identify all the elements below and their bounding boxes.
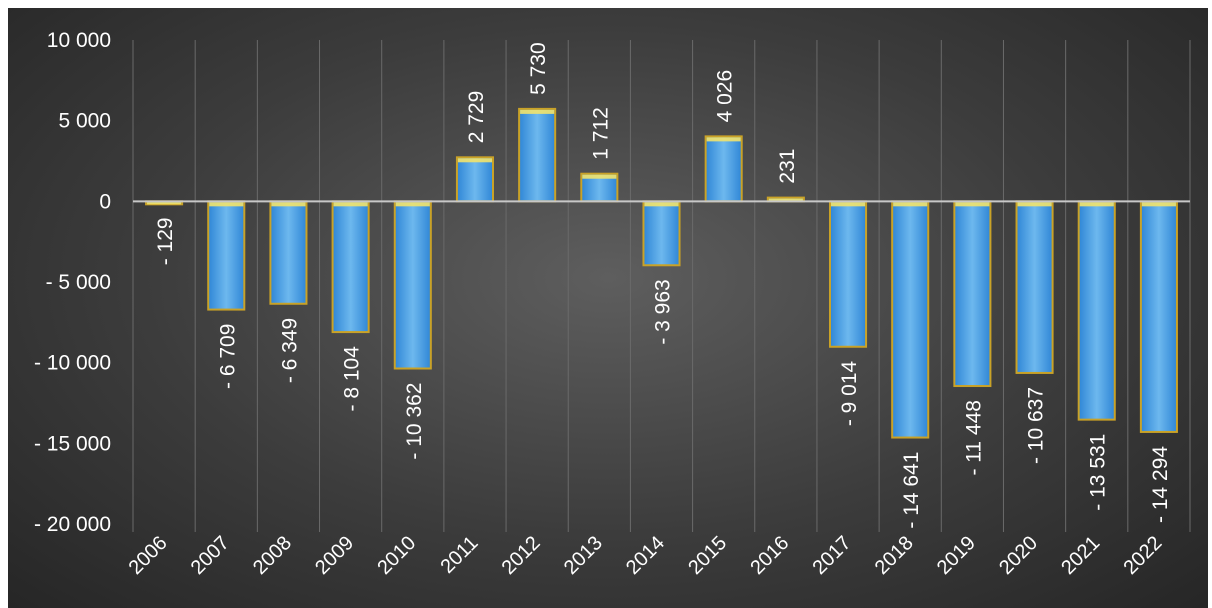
bar [642,200,681,267]
y-axis-ticks: 10 000 5 000 0 - 5 000 - 10 000 - 15 000 - 20 … [34,29,111,536]
x-tick-label: 2016 [746,532,793,579]
bar [1077,200,1116,421]
bar-highlight [955,202,990,207]
bar [207,200,246,311]
data-label: - 9 014 [838,360,861,426]
data-label: 231 [776,149,799,184]
data-label: - 129 [154,217,177,265]
bar-highlight [1079,202,1114,207]
bar [953,200,992,388]
x-tick-label: 2008 [249,532,296,579]
bar [1015,200,1054,374]
bar-highlight [768,198,803,202]
bars [145,107,1178,439]
bar-highlight [333,202,368,207]
bar-highlight [271,202,306,207]
x-tick-label: 2011 [437,532,483,578]
x-tick-label: 2010 [373,532,420,579]
data-label: - 6 349 [278,318,301,383]
x-tick-label: 2018 [871,532,918,579]
bar-highlight [582,174,617,179]
bar [455,156,495,203]
y-tick-label: - 10 000 [34,352,111,375]
x-tick-label: 2017 [809,532,856,579]
data-label: 2 729 [465,91,488,144]
data-label: - 8 104 [341,346,364,412]
bar-highlight [395,202,430,207]
data-label: 1 712 [589,107,612,160]
data-label: - 10 362 [403,383,426,460]
x-tick-label: 2019 [933,532,980,579]
bar-chart: 10 000 5 000 0 - 5 000 - 10 000 - 15 000 - 20 … [34,29,1191,579]
bar [1139,200,1178,433]
bar-highlight [644,202,679,207]
x-tick-label: 2015 [684,532,731,579]
bar [891,200,930,439]
data-label: - 10 637 [1025,387,1048,464]
grid-lines [132,40,1191,532]
x-axis-ticks: 2006 2007 2008 2009 2010 2011 2012 2013 2014 2015… [125,532,1167,579]
y-tick-label: - 15 000 [34,432,111,455]
x-tick-label: 2014 [622,532,669,579]
x-tick-label: 2009 [311,532,358,579]
bar-highlight [706,137,741,142]
data-label: - 6 709 [216,324,239,389]
data-label: 4 026 [714,70,737,123]
x-tick-label: 2006 [125,532,172,579]
bar [331,200,370,334]
data-label: - 3 963 [652,279,675,344]
bar-highlight [830,202,866,207]
y-tick-label: - 5 000 [46,271,111,294]
bar-highlight [1017,202,1052,207]
bar-highlight [147,202,182,205]
y-tick-label: 10 000 [47,29,111,52]
data-label: - 11 448 [962,400,985,476]
data-label: - 13 531 [1087,434,1110,511]
data-labels: - 129 - 6 709 - 6 349 - 8 104 - 10 362 2 729 5… [154,42,1172,528]
bar [828,200,868,348]
bar-highlight [457,158,493,163]
x-tick-label: 2012 [498,532,545,579]
bar-highlight [893,202,928,207]
data-label: 5 730 [527,42,550,95]
chart-area: 10 000 5 000 0 - 5 000 - 10 000 - 15 000 - 20 … [8,8,1208,608]
y-tick-label: 0 [99,190,111,213]
bar [518,107,557,203]
bar-highlight [1141,202,1176,207]
bar-highlight [209,202,244,207]
y-tick-label: 5 000 [58,110,111,133]
data-label: - 14 641 [900,452,923,529]
x-tick-label: 2021 [1057,532,1104,579]
bar [704,135,743,203]
x-tick-label: 2013 [560,532,607,579]
bar [393,200,432,370]
x-tick-label: 2007 [187,532,234,579]
data-label: - 14 294 [1149,446,1172,523]
x-tick-label: 2020 [995,532,1042,579]
bar [269,200,308,305]
x-tick-label: 2022 [1119,532,1166,579]
bar-highlight [520,109,555,114]
y-tick-label: - 20 000 [34,513,111,536]
